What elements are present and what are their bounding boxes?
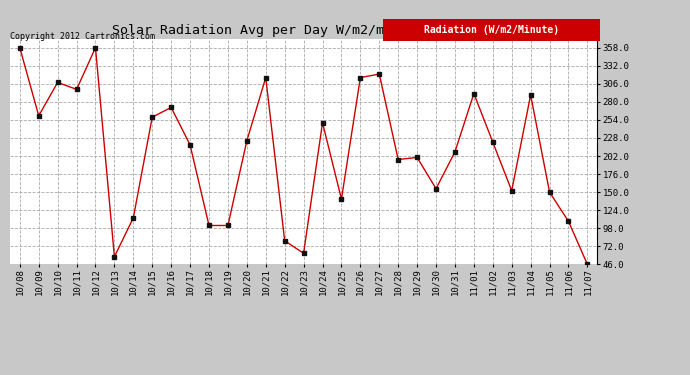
Text: Radiation (W/m2/Minute): Radiation (W/m2/Minute) bbox=[424, 25, 559, 35]
Text: Copyright 2012 Cartronics.com: Copyright 2012 Cartronics.com bbox=[10, 32, 155, 41]
Title: Solar Radiation Avg per Day W/m2/minute 20121107: Solar Radiation Avg per Day W/m2/minute … bbox=[112, 24, 495, 37]
